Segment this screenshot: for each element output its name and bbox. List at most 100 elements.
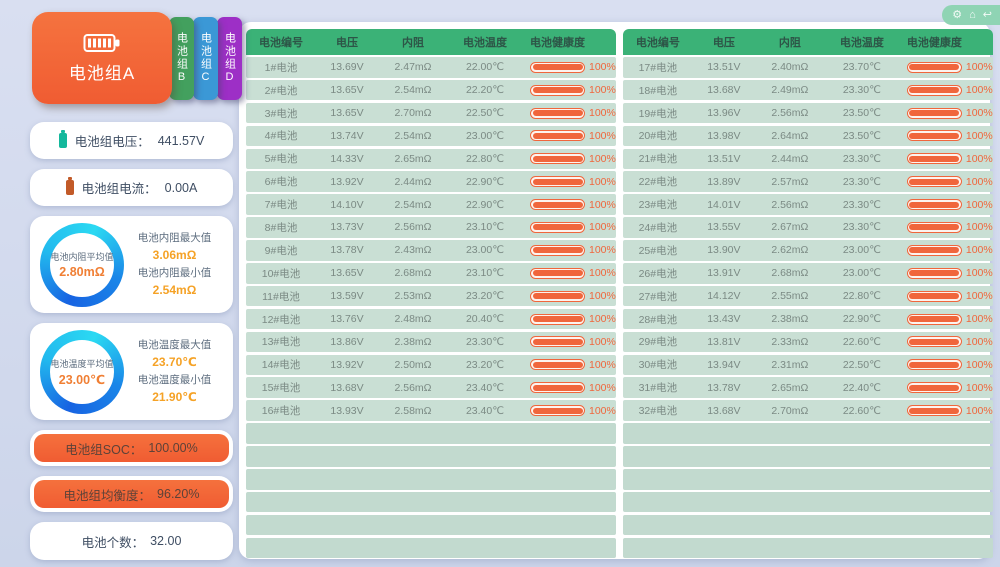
health-bar: [530, 61, 585, 73]
table-row[interactable]: 2#电池 13.65V 2.54mΩ 22.20℃ 100%: [246, 79, 616, 101]
health-cell: 100%: [522, 290, 616, 302]
health-cell: 100%: [522, 199, 616, 211]
table-row[interactable]: 14#电池 13.92V 2.50mΩ 23.20℃ 100%: [246, 354, 616, 376]
health-bar: [906, 176, 962, 188]
health-percent: 100%: [589, 381, 616, 394]
temperature-cell: 22.90℃: [465, 175, 505, 188]
battery-id-cell: 16#电池: [261, 405, 301, 418]
voltage-cell: 13.89V: [707, 175, 741, 188]
home-icon[interactable]: ⌂: [969, 8, 976, 21]
temperature-cell: 22.90℃: [842, 313, 881, 326]
battery-id-cell: 31#电池: [638, 382, 678, 395]
health-cell: 100%: [899, 244, 993, 256]
health-bar: [906, 405, 962, 417]
table-row[interactable]: 3#电池 13.65V 2.70mΩ 22.50℃ 100%: [246, 102, 616, 124]
health-bar: [906, 153, 962, 165]
table-row[interactable]: 13#电池 13.86V 2.38mΩ 23.30℃ 100%: [246, 331, 616, 353]
table-row[interactable]: 21#电池 13.51V 2.44mΩ 23.30℃ 100%: [622, 148, 993, 170]
resistance-cell: 2.43mΩ: [394, 244, 432, 257]
table-row[interactable]: 5#电池 14.33V 2.65mΩ 22.80℃ 100%: [246, 148, 616, 170]
battery-id-cell: 1#电池: [264, 61, 298, 74]
battery-id-cell: 7#电池: [264, 199, 298, 212]
table-row[interactable]: 18#电池 13.68V 2.49mΩ 23.30℃ 100%: [622, 79, 993, 101]
resistance-cell: 2.38mΩ: [394, 335, 432, 348]
table-row[interactable]: 32#电池 13.68V 2.70mΩ 22.60℃ 100%: [622, 400, 993, 421]
battery-icon: [83, 33, 120, 52]
table-row[interactable]: 29#电池 13.81V 2.33mΩ 22.60℃ 100%: [622, 331, 993, 353]
temperature-avg-value: 23.00℃: [58, 372, 106, 387]
health-bar: [906, 290, 962, 302]
battery-id-cell: 19#电池: [638, 107, 678, 120]
voltage-cell: 13.96V: [707, 107, 741, 120]
health-percent: 100%: [965, 404, 993, 417]
temperature-max-value: 23.70℃: [152, 354, 197, 369]
temperature-min-label: 电池温度最小值: [137, 373, 212, 386]
table-row[interactable]: 25#电池 13.90V 2.62mΩ 23.00℃ 100%: [622, 240, 993, 261]
table-row[interactable]: 17#电池 13.51V 2.40mΩ 23.70℃ 100%: [622, 57, 993, 78]
health-bar: [906, 267, 962, 279]
voltage-cell: 13.93V: [330, 404, 364, 417]
health-bar: [530, 359, 585, 371]
table-row[interactable]: 4#电池 13.74V 2.54mΩ 23.00℃ 100%: [246, 125, 616, 147]
table-row[interactable]: 19#电池 13.96V 2.56mΩ 23.50℃ 100%: [622, 102, 993, 124]
table-row[interactable]: 20#电池 13.98V 2.64mΩ 23.50℃ 100%: [622, 125, 993, 147]
battery-id-cell: 18#电池: [638, 84, 678, 97]
temperature-cell: 23.40℃: [465, 381, 505, 394]
table-row[interactable]: 7#电池 14.10V 2.54mΩ 22.90℃ 100%: [246, 194, 616, 215]
balance-button[interactable]: 电池组均衡度： 96.20%: [34, 480, 229, 508]
table-row[interactable]: 22#电池 13.89V 2.57mΩ 23.30℃ 100%: [622, 171, 993, 192]
table-row[interactable]: 8#电池 13.73V 2.56mΩ 23.10℃ 100%: [246, 217, 616, 238]
temperature-cell: 23.20℃: [465, 358, 505, 371]
battery-table-right: 电池编号 电压 内阻 电池温度 电池健康度 17#电池 13.51V 2.40mΩ 23.70℃…: [622, 29, 993, 559]
voltage-cell: 13.69V: [330, 61, 364, 74]
resistance-cell: 2.56mΩ: [394, 221, 432, 234]
table-row[interactable]: 28#电池 13.43V 2.38mΩ 22.90℃ 100%: [622, 308, 993, 330]
health-percent: 100%: [589, 107, 616, 120]
column-header: 内阻: [402, 37, 424, 49]
table-row[interactable]: 6#电池 13.92V 2.44mΩ 22.90℃ 100%: [246, 171, 616, 192]
resistance-cell: 2.54mΩ: [394, 84, 432, 97]
resistance-cell: 2.44mΩ: [771, 152, 809, 165]
voltage-cell: 13.51V: [707, 152, 741, 165]
resistance-cell: 2.54mΩ: [394, 198, 432, 211]
battery-id-cell: 26#电池: [638, 267, 678, 280]
table-row[interactable]: 12#电池 13.76V 2.48mΩ 20.40℃ 100%: [246, 308, 616, 330]
tab-battery-group-a[interactable]: 电池组A: [32, 12, 172, 104]
health-bar: [530, 267, 585, 279]
resistance-cell: 2.53mΩ: [394, 290, 432, 303]
table-row[interactable]: 11#电池 13.59V 2.53mΩ 23.20℃ 100%: [246, 285, 616, 307]
tab-battery-group-b[interactable]: 电池组B: [169, 17, 194, 100]
table-row[interactable]: 23#电池 14.01V 2.56mΩ 23.30℃ 100%: [622, 194, 993, 215]
soc-button[interactable]: 电池组SOC： 100.00%: [34, 434, 229, 462]
table-row[interactable]: 1#电池 13.69V 2.47mΩ 22.00℃ 100%: [246, 57, 616, 78]
settings-icon[interactable]: ⚙: [952, 8, 963, 21]
table-row[interactable]: 15#电池 13.68V 2.56mΩ 23.40℃ 100%: [246, 377, 616, 398]
health-percent: 100%: [589, 221, 616, 234]
battery-id-cell: 30#电池: [638, 359, 678, 372]
tab-battery-group-d[interactable]: 电池组D: [217, 17, 242, 100]
table-row[interactable]: 30#电池 13.94V 2.31mΩ 22.50℃ 100%: [622, 354, 993, 376]
health-cell: 100%: [899, 382, 993, 394]
health-percent: 100%: [589, 129, 616, 142]
table-row[interactable]: 9#电池 13.78V 2.43mΩ 23.00℃ 100%: [246, 240, 616, 261]
group-voltage-card: 电池组电压： 441.57V: [30, 122, 233, 159]
temperature-cell: 22.00℃: [465, 61, 505, 74]
column-header: 电压: [336, 37, 358, 49]
health-percent: 100%: [589, 267, 616, 280]
back-icon[interactable]: ↩: [982, 8, 992, 21]
table-row[interactable]: 24#电池 13.55V 2.67mΩ 23.30℃ 100%: [622, 217, 993, 238]
table-row[interactable]: 16#电池 13.93V 2.58mΩ 23.40℃ 100%: [246, 400, 616, 421]
temperature-avg-label: 电池温度平均值: [50, 358, 114, 369]
health-cell: 100%: [899, 313, 993, 325]
empty-row: [622, 423, 993, 444]
table-row[interactable]: 31#电池 13.78V 2.65mΩ 22.40℃ 100%: [622, 377, 993, 398]
table-row[interactable]: 27#电池 14.12V 2.55mΩ 22.80℃ 100%: [622, 285, 993, 307]
voltage-cell: 13.65V: [330, 107, 364, 120]
temperature-cell: 22.20℃: [465, 84, 505, 97]
tab-battery-group-c[interactable]: 电池组C: [193, 17, 218, 100]
table-row[interactable]: 10#电池 13.65V 2.68mΩ 23.10℃ 100%: [246, 263, 616, 284]
health-bar: [530, 290, 585, 302]
empty-row: [622, 491, 993, 513]
table-row[interactable]: 26#电池 13.91V 2.68mΩ 23.00℃ 100%: [622, 263, 993, 284]
health-bar: [906, 221, 962, 233]
